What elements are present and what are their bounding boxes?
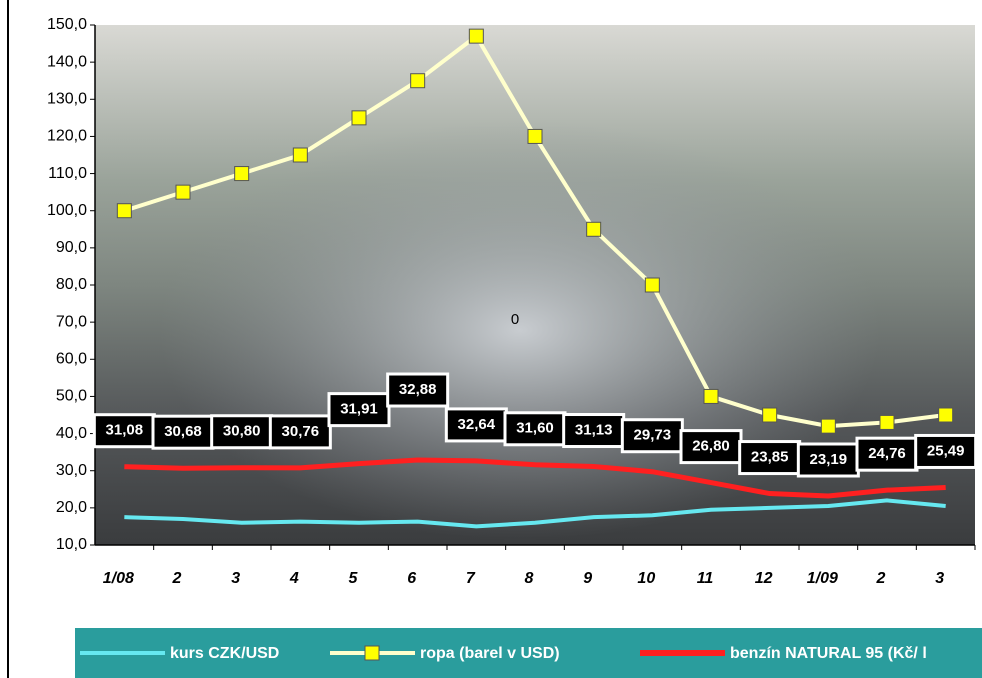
marker [527, 128, 543, 144]
data-label-box [503, 411, 567, 447]
data-label-text: 32,64 [458, 416, 496, 433]
x-tick-label: 3 [231, 570, 240, 587]
marker [762, 407, 778, 423]
data-label-text: 31,91 [340, 401, 378, 418]
marker [820, 418, 836, 434]
y-tick-label: 140,0 [47, 53, 87, 70]
data-label: 30,76 [268, 414, 332, 450]
legend-label: benzín NATURAL 95 (Kč/ l [730, 645, 927, 662]
y-tick-label: 70,0 [56, 313, 87, 330]
data-label-box [268, 414, 332, 450]
x-tick-label: 8 [525, 570, 534, 587]
x-tick-label: 4 [289, 570, 299, 587]
y-tick-label: 130,0 [47, 91, 87, 108]
data-label: 31,13 [562, 413, 626, 449]
legend-box [75, 628, 982, 678]
data-label-text: 26,80 [692, 438, 730, 455]
x-tick-label: 5 [349, 570, 359, 587]
data-label-text: 31,08 [106, 422, 144, 439]
x-tick-label: 2 [876, 570, 886, 587]
marker [879, 414, 895, 430]
data-label: 25,49 [914, 433, 978, 469]
marker [175, 184, 191, 200]
marker [938, 407, 954, 423]
data-label-text: 32,88 [399, 381, 437, 398]
data-label: 31,91 [327, 392, 391, 428]
x-tick-label: 9 [583, 570, 592, 587]
y-tick-label: 40,0 [56, 425, 87, 442]
data-label-text: 30,76 [282, 423, 320, 440]
data-label-box [92, 413, 156, 449]
legend-label: ropa (barel v USD) [420, 645, 560, 662]
data-label-text: 24,76 [868, 445, 906, 462]
marker [292, 147, 308, 163]
legend-label: kurs CZK/USD [170, 645, 279, 662]
x-tick-label: 11 [697, 570, 714, 587]
y-tick-label: 20,0 [56, 499, 87, 516]
y-tick-label: 10,0 [56, 536, 87, 553]
y-tick-label: 80,0 [56, 276, 87, 293]
data-label-box [151, 414, 215, 450]
data-label-text: 23,85 [751, 449, 789, 466]
legend-marker [364, 645, 380, 661]
data-label: 32,88 [386, 372, 450, 408]
marker [468, 28, 484, 44]
data-label: 26,80 [679, 429, 743, 465]
y-tick-label: 110,0 [48, 165, 87, 182]
data-label-text: 25,49 [927, 442, 965, 459]
marker [234, 166, 250, 182]
x-tick-label: 10 [637, 570, 655, 587]
data-label-text: 31,13 [575, 421, 613, 438]
x-tick-label: 6 [407, 570, 416, 587]
data-label-box [210, 414, 274, 450]
x-tick-label: 12 [755, 570, 773, 587]
data-label: 29,73 [620, 418, 684, 454]
data-label: 30,80 [210, 414, 274, 450]
y-tick-label: 50,0 [56, 388, 87, 405]
data-label-text: 29,73 [634, 427, 672, 444]
x-tick-label: 1/08 [103, 570, 134, 587]
y-tick-label: 100,0 [47, 202, 87, 219]
data-label: 31,60 [503, 411, 567, 447]
data-label-text: 30,80 [223, 423, 261, 440]
x-tick-label: 1/09 [807, 570, 838, 587]
x-tick-label: 3 [935, 570, 944, 587]
data-label-text: 23,19 [810, 451, 848, 468]
y-tick-label: 120,0 [47, 128, 87, 145]
data-label-text: 30,68 [164, 423, 202, 440]
y-tick-label: 150,0 [47, 16, 87, 33]
marker [703, 388, 719, 404]
series-line [124, 457, 946, 499]
marker [586, 221, 602, 237]
x-tick-label: 2 [172, 570, 182, 587]
data-label: 23,85 [738, 440, 802, 476]
data-label: 24,76 [855, 436, 919, 472]
data-label-box [327, 392, 391, 428]
x-tick-label: 7 [466, 570, 476, 587]
data-label-box [386, 372, 450, 408]
y-tick-label: 90,0 [56, 239, 87, 256]
marker [410, 73, 426, 89]
marker [116, 203, 132, 219]
marker [644, 277, 660, 293]
background-photo [160, 120, 880, 540]
data-label-box [855, 436, 919, 472]
series-line [124, 498, 946, 529]
data-label-text: 31,60 [516, 420, 554, 437]
annotation: 0 [511, 311, 519, 328]
data-label: 30,68 [151, 414, 215, 450]
data-label: 23,19 [796, 442, 860, 478]
data-label: 32,64 [444, 407, 508, 443]
marker [351, 110, 367, 126]
y-tick-label: 30,0 [56, 462, 87, 479]
y-tick-label: 60,0 [56, 351, 87, 368]
data-label: 31,08 [92, 413, 156, 449]
data-label-box [914, 433, 978, 469]
